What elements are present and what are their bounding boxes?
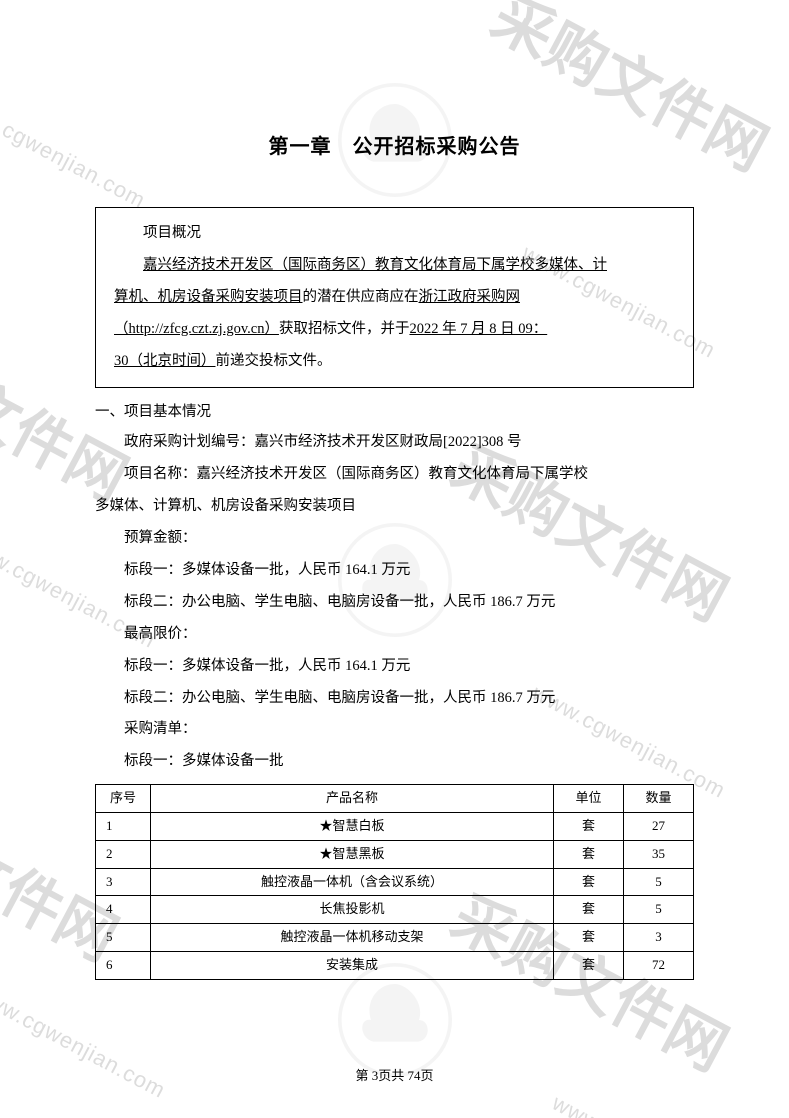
budget-lot1: 标段一：多媒体设备一批，人民币 164.1 万元 — [95, 555, 694, 587]
cell-seq: 1 — [96, 813, 151, 841]
cell-qty: 35 — [624, 840, 694, 868]
table-row: 3 触控液晶一体机（含会议系统） 套 5 — [96, 868, 694, 896]
cell-seq: 3 — [96, 868, 151, 896]
cell-seq: 6 — [96, 952, 151, 980]
cell-unit: 套 — [554, 868, 624, 896]
document-page: 第一章 公开招标采购公告 项目概况 嘉兴经济技术开发区（国际商务区）教育文化体育… — [0, 0, 789, 1118]
overview-underline-text: 30（北京时间） — [114, 353, 216, 369]
project-name-line2: 多媒体、计算机、机房设备采购安装项目 — [95, 491, 694, 523]
cell-seq: 5 — [96, 924, 151, 952]
budget-label: 预算金额： — [95, 523, 694, 555]
th-seq: 序号 — [96, 785, 151, 813]
chapter-title: 第一章 公开招标采购公告 — [95, 130, 694, 159]
table-row: 4 长焦投影机 套 5 — [96, 896, 694, 924]
budget-lot2: 标段二：办公电脑、学生电脑、电脑房设备一批，人民币 186.7 万元 — [95, 587, 694, 619]
cell-name: 触控液晶一体机移动支架 — [151, 924, 554, 952]
overview-text: 的潜在供应商应在 — [303, 289, 419, 305]
table-row: 6 安装集成 套 72 — [96, 952, 694, 980]
table-row: 2 ★智慧黑板 套 35 — [96, 840, 694, 868]
overview-underline-text: 浙江政府采购网 — [419, 289, 521, 305]
cell-unit: 套 — [554, 896, 624, 924]
table-row: 5 触控液晶一体机移动支架 套 3 — [96, 924, 694, 952]
overview-heading: 项目概况 — [114, 218, 675, 250]
table-header-row: 序号 产品名称 单位 数量 — [96, 785, 694, 813]
cell-qty: 3 — [624, 924, 694, 952]
overview-underline-text: 2022 年 7 月 8 日 09： — [409, 321, 547, 337]
cell-name: ★智慧黑板 — [151, 840, 554, 868]
cell-qty: 27 — [624, 813, 694, 841]
cell-unit: 套 — [554, 840, 624, 868]
cell-qty: 5 — [624, 868, 694, 896]
ceiling-label: 最高限价： — [95, 619, 694, 651]
project-overview-box: 项目概况 嘉兴经济技术开发区（国际商务区）教育文化体育局下属学校多媒体、计 算机… — [95, 207, 694, 388]
lot1-caption: 标段一：多媒体设备一批 — [95, 746, 694, 778]
cell-unit: 套 — [554, 952, 624, 980]
cell-seq: 2 — [96, 840, 151, 868]
project-name-line1: 项目名称：嘉兴经济技术开发区（国际商务区）教育文化体育局下属学校 — [95, 459, 694, 491]
section-heading: 一、项目基本情况 — [95, 398, 694, 427]
overview-text: 获取招标文件，并于 — [279, 321, 410, 337]
overview-text: 前递交投标文件。 — [216, 353, 332, 369]
overview-underline-text: 嘉兴经济技术开发区（国际商务区）教育文化体育局下属学校多媒体、计 — [143, 257, 607, 273]
th-name: 产品名称 — [151, 785, 554, 813]
cell-seq: 4 — [96, 896, 151, 924]
cell-name: 长焦投影机 — [151, 896, 554, 924]
ceiling-lot2: 标段二：办公电脑、学生电脑、电脑房设备一批，人民币 186.7 万元 — [95, 683, 694, 715]
overview-underline-text: （http://zfcg.czt.zj.gov.cn） — [114, 321, 279, 337]
table-row: 1 ★智慧白板 套 27 — [96, 813, 694, 841]
page-footer: 第 3页共 74页 — [0, 1065, 789, 1084]
purchase-list-label: 采购清单： — [95, 714, 694, 746]
cell-unit: 套 — [554, 924, 624, 952]
th-qty: 数量 — [624, 785, 694, 813]
ceiling-lot1: 标段一：多媒体设备一批，人民币 164.1 万元 — [95, 651, 694, 683]
plan-number: 政府采购计划编号：嘉兴市经济技术开发区财政局[2022]308 号 — [95, 427, 694, 459]
cell-qty: 72 — [624, 952, 694, 980]
th-unit: 单位 — [554, 785, 624, 813]
overview-underline-text: 算机、机房设备采购安装项目 — [114, 289, 303, 305]
cell-name: 触控液晶一体机（含会议系统） — [151, 868, 554, 896]
overview-body: 嘉兴经济技术开发区（国际商务区）教育文化体育局下属学校多媒体、计 算机、机房设备… — [114, 250, 675, 378]
cell-name: ★智慧白板 — [151, 813, 554, 841]
cell-unit: 套 — [554, 813, 624, 841]
cell-name: 安装集成 — [151, 952, 554, 980]
items-table: 序号 产品名称 单位 数量 1 ★智慧白板 套 27 2 ★智慧黑板 套 35 … — [95, 784, 694, 980]
cell-qty: 5 — [624, 896, 694, 924]
